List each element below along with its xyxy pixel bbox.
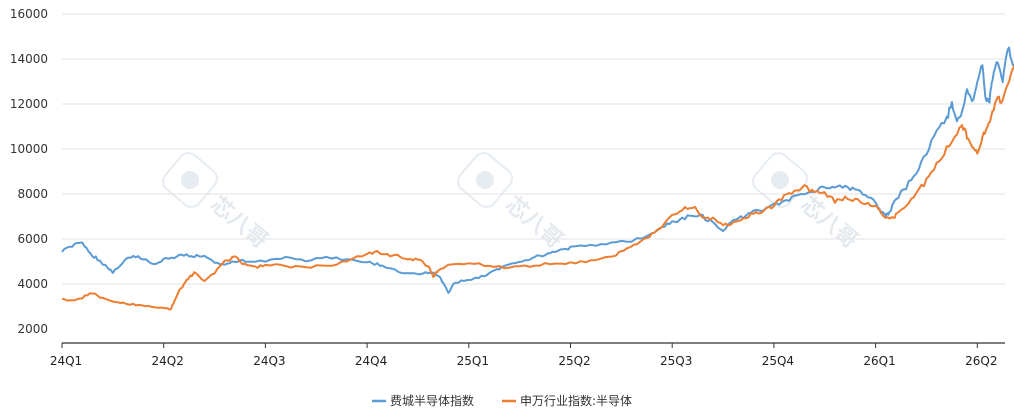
legend: 费城半导体指数 申万行业指数:半导体 bbox=[372, 393, 632, 408]
series-line-1 bbox=[61, 62, 1014, 311]
x-tick-label: 26Q2 bbox=[965, 354, 997, 368]
x-axis-ticks: 24Q1 24Q2 24Q3 24Q4 25Q1 25Q2 25Q3 25Q4 26Q1 26Q2 bbox=[50, 343, 997, 368]
series-line-0 bbox=[61, 46, 1014, 294]
x-tick-label: 24Q3 bbox=[253, 354, 285, 368]
x-tick-label: 24Q2 bbox=[152, 354, 184, 368]
x-tick-label: 24Q4 bbox=[355, 354, 387, 368]
y-tick-label: 8000 bbox=[17, 187, 48, 201]
y-tick-label: 16000 bbox=[10, 7, 48, 21]
watermark: 芯八哥 bbox=[162, 152, 273, 254]
legend-item[interactable]: 申万行业指数:半导体 bbox=[502, 393, 632, 408]
y-tick-label: 6000 bbox=[17, 232, 48, 246]
legend-label: 申万行业指数:半导体 bbox=[520, 393, 632, 408]
x-tick-label: 24Q1 bbox=[50, 354, 82, 368]
x-tick-label: 25Q3 bbox=[660, 354, 692, 368]
x-tick-label: 25Q1 bbox=[457, 354, 489, 368]
y-tick-label: 12000 bbox=[10, 97, 48, 111]
y-tick-label: 10000 bbox=[10, 142, 48, 156]
watermark-layer: 芯八哥 芯八哥 芯八哥 bbox=[162, 152, 862, 254]
y-tick-label: 2000 bbox=[17, 322, 48, 336]
watermark-text: 芯八哥 bbox=[501, 192, 568, 254]
x-tick-label: 26Q1 bbox=[863, 354, 895, 368]
y-tick-label: 14000 bbox=[10, 52, 48, 66]
watermark: 芯八哥 bbox=[752, 152, 862, 254]
y-tick-label: 4000 bbox=[17, 277, 48, 291]
watermark-text: 芯八哥 bbox=[206, 192, 273, 254]
x-tick-label: 25Q4 bbox=[762, 354, 794, 368]
series-layer bbox=[61, 46, 1014, 311]
grid-lines bbox=[62, 13, 1005, 285]
legend-item[interactable]: 费城半导体指数 bbox=[372, 393, 474, 408]
legend-label: 费城半导体指数 bbox=[390, 393, 474, 408]
watermark: 芯八哥 bbox=[457, 152, 568, 254]
y-axis-ticks: 2000 4000 6000 8000 10000 12000 14000 16000 bbox=[10, 7, 48, 336]
x-tick-label: 25Q2 bbox=[558, 354, 590, 368]
